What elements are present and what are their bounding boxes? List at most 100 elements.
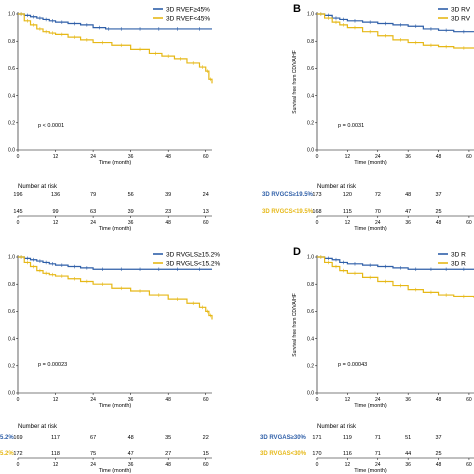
panel-4-ytick-label: 0.0 <box>307 391 314 397</box>
panel-3-risk-tick-label: 12 <box>53 462 59 468</box>
panel-3-xtick-label: 24 <box>90 397 96 403</box>
panel-4-xlabel: Time (month) <box>354 403 387 409</box>
panel-3-risk-value: 172 <box>13 451 22 457</box>
panel-2-risk-row-label-1: 3D RVGCS≥19.5% <box>262 192 314 198</box>
panel-3-risk-value: 169 <box>13 435 22 441</box>
panel-1-risk-tick-label: 12 <box>53 220 59 226</box>
panel-4-risk-tick-label: 12 <box>345 462 351 468</box>
panel-2-letter: B <box>293 3 301 15</box>
panel-1-risk-value: 99 <box>52 209 58 215</box>
panel-2-xtick-label: 12 <box>345 154 351 160</box>
panel-4-p-value: p = 0.00043 <box>338 362 367 368</box>
panel-1-ytick-label: 1.0 <box>8 12 15 18</box>
panel-4-ytick-label: 1.0 <box>307 255 314 261</box>
panel-3-ytick-label: 0.8 <box>8 282 15 288</box>
panel-3-risk-row-label-2: 5.2% <box>0 451 14 457</box>
panel-4-risk-tick-label: 36 <box>405 462 411 468</box>
panel-2-ytick-label: 0.4 <box>307 93 314 99</box>
panel-4-risk-value: 170 <box>312 451 321 457</box>
panel-1-risk-title: Number at risk <box>18 184 58 190</box>
panel-4-risk-row-label-2: 3D RVGAS<30% <box>260 451 307 457</box>
panel-3-ytick-label: 0.6 <box>8 309 15 315</box>
panel-4-risk-value: 71 <box>375 451 381 457</box>
panel-4-xtick-label: 24 <box>375 397 381 403</box>
panel-2-risk-tick-label: 60 <box>466 220 472 226</box>
panel-2-xtick-label: 60 <box>466 154 472 160</box>
panel-4-risk-tick-label: 24 <box>375 462 381 468</box>
panel-1-curve-1 <box>18 13 212 30</box>
panel-1-xtick-label: 60 <box>203 154 209 160</box>
panel-4-risk-row-label-1: 3D RVGAS≥30% <box>260 435 307 441</box>
panel-1-risk-value: 56 <box>128 192 134 198</box>
panel-4-ytick-label: 0.4 <box>307 336 314 342</box>
panel-2-risk-value: 47 <box>405 209 411 215</box>
panel-1-p-value: p < 0.0001 <box>38 123 64 129</box>
panel-2-risk-xlabel: Time (month) <box>354 226 387 232</box>
panel-3-risk-value: 67 <box>90 435 96 441</box>
panel-3-xtick-label: 0 <box>17 397 20 403</box>
panel-1-xtick-label: 0 <box>17 154 20 160</box>
panel-4-curve-1 <box>317 256 474 270</box>
panel-3-xtick-label: 12 <box>53 397 59 403</box>
panel-3-xtick-label: 60 <box>203 397 209 403</box>
panel-3-risk-value: 117 <box>51 435 60 441</box>
panel-1-risk-tick-label: 0 <box>17 220 20 226</box>
panel-2-risk-title: Number at risk <box>317 184 357 190</box>
panel-1-xtick-label: 12 <box>53 154 59 160</box>
panel-3-risk-xlabel: Time (month) <box>99 468 132 474</box>
panel-4-ytick-label: 0.8 <box>307 282 314 288</box>
panel-2-risk-value: 48 <box>405 192 411 198</box>
panel-2-risk-value: 72 <box>375 192 381 198</box>
panel-3-ytick-label: 0.2 <box>8 364 15 370</box>
panel-4-risk-value: 51 <box>405 435 411 441</box>
panel-1-risk-value: 24 <box>203 192 209 198</box>
panel-3-risk-tick-label: 24 <box>90 462 96 468</box>
panel-2-xtick-label: 0 <box>316 154 319 160</box>
panel-1-risk-xlabel: Time (month) <box>99 226 132 232</box>
panel-1-risk-value: 13 <box>203 209 209 215</box>
panel-2-ytick-label: 0.0 <box>307 148 314 154</box>
panel-4-risk-tick-label: 0 <box>316 462 319 468</box>
panel-1-xtick-label: 24 <box>90 154 96 160</box>
panel-4-xtick-label: 12 <box>345 397 351 403</box>
panel-3-ytick-label: 0.0 <box>8 391 15 397</box>
panel-4-legend-label-2: 3D R <box>451 260 466 267</box>
panel-3-risk-value: 35 <box>165 435 171 441</box>
panel-2-risk-tick-label: 36 <box>405 220 411 226</box>
panel-4-risk-value: 171 <box>312 435 321 441</box>
panel-3-risk-tick-label: 0 <box>17 462 20 468</box>
panel-1-risk-tick-label: 24 <box>90 220 96 226</box>
panel-1-risk-value: 39 <box>128 209 134 215</box>
panel-1-risk-tick-label: 48 <box>165 220 171 226</box>
panel-3-risk-value: 22 <box>203 435 209 441</box>
panel-3-risk-row-label-1: 5.2% <box>0 435 14 441</box>
panel-2-ytick-label: 1.0 <box>307 12 314 18</box>
panel-4-risk-value: 25 <box>435 451 441 457</box>
panel-1-risk-value: 136 <box>51 192 60 198</box>
panel-1-xlabel: Time (month) <box>99 160 132 166</box>
panel-4-ytick-label: 0.6 <box>307 309 314 315</box>
panel-3-risk-tick-label: 48 <box>165 462 171 468</box>
panel-1-curve-2 <box>18 13 213 84</box>
panel-1-ytick-label: 0.4 <box>8 93 15 99</box>
panel-1-legend-label-2: 3D RVEF<45% <box>166 15 210 22</box>
panel-4-risk-value: 119 <box>343 435 352 441</box>
panel-2-risk-value: 70 <box>375 209 381 215</box>
panel-4-legend-label-1: 3D R <box>451 251 466 258</box>
panel-3-legend-label-1: 3D RVGLS≥15.2% <box>166 251 220 258</box>
panel-3-xtick-label: 36 <box>128 397 134 403</box>
panel-3-risk-value: 27 <box>165 451 171 457</box>
panel-1-risk-value: 145 <box>13 209 22 215</box>
panel-1-ytick-label: 0.0 <box>8 148 15 154</box>
panel-2-ytick-label: 0.8 <box>307 39 314 45</box>
panel-3-risk-value: 47 <box>128 451 134 457</box>
panel-4-risk-title: Number at risk <box>317 424 357 430</box>
panel-2-curve-2 <box>317 13 474 49</box>
panel-2-xtick-label: 24 <box>375 154 381 160</box>
panel-2-legend-label-2: 3D RV <box>451 15 471 22</box>
panel-3-legend-label-2: 3D RVGLS<15.2% <box>166 260 220 267</box>
panel-1-legend-label-1: 3D RVEF≥45% <box>166 6 210 13</box>
panel-4-risk-value: 116 <box>343 451 352 457</box>
panel-2-risk-row-label-2: 3D RVGCS<19.5% <box>262 209 314 215</box>
